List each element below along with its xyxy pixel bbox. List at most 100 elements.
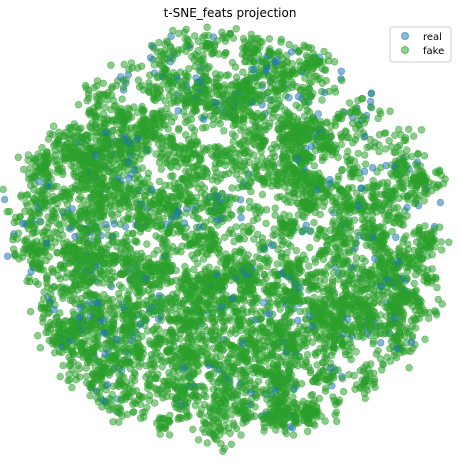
scatter-point <box>290 189 298 197</box>
scatter-point <box>108 83 117 91</box>
scatter-point <box>48 131 57 139</box>
scatter-point <box>153 374 161 383</box>
scatter-point <box>203 439 211 447</box>
scatter-point <box>152 322 161 331</box>
scatter-point <box>367 97 375 106</box>
scatter-point <box>239 310 247 318</box>
scatter-point <box>264 288 272 296</box>
scatter-point <box>152 385 160 394</box>
scatter-point <box>239 124 248 132</box>
scatter-point <box>75 364 84 373</box>
scatter-point <box>203 23 211 31</box>
scatter-point <box>239 34 248 43</box>
scatter-point <box>90 378 98 386</box>
scatter-point <box>155 177 164 186</box>
scatter-point <box>45 252 53 261</box>
scatter-point <box>101 103 109 112</box>
scatter-point <box>200 400 209 409</box>
scatter-point <box>107 61 115 69</box>
scatter-point <box>403 203 411 212</box>
scatter-point <box>161 181 169 190</box>
scatter-point <box>230 402 238 410</box>
scatter-point <box>338 166 346 175</box>
scatter-point <box>194 37 203 45</box>
scatter-point <box>420 197 428 205</box>
scatter-point <box>364 319 372 327</box>
scatter-point <box>225 314 233 322</box>
scatter-point <box>361 394 369 403</box>
scatter-point <box>370 143 379 151</box>
scatter-point <box>117 108 125 116</box>
scatter-point <box>195 66 203 75</box>
scatter-point <box>349 170 357 178</box>
scatter-point <box>43 190 51 199</box>
scatter-point <box>90 83 98 92</box>
scatter-point <box>169 54 177 63</box>
scatter-point <box>129 229 137 238</box>
scatter-point <box>374 347 382 355</box>
scatter-point <box>307 227 315 235</box>
scatter-point <box>358 263 367 271</box>
cluster-layer <box>0 23 453 455</box>
scatter-point <box>193 140 202 148</box>
scatter-point <box>322 344 330 353</box>
scatter-point <box>227 440 236 448</box>
scatter-point <box>412 199 420 208</box>
scatter-point <box>273 172 282 180</box>
scatter-point <box>408 254 417 262</box>
scatter-point <box>297 380 306 388</box>
scatter-point <box>67 123 75 132</box>
scatter-point <box>216 313 225 321</box>
scatter-point <box>377 366 386 374</box>
scatter-point <box>338 374 347 383</box>
scatter-point <box>206 370 215 378</box>
scatter-point <box>320 47 328 56</box>
scatter-point <box>361 151 369 159</box>
scatter-point <box>55 132 63 140</box>
scatter-point <box>202 240 211 248</box>
scatter-point <box>143 240 151 248</box>
scatter-point <box>332 326 340 335</box>
scatter-point <box>202 338 210 346</box>
scatter-point <box>296 307 304 316</box>
scatter-point <box>169 47 178 55</box>
scatter-point <box>366 370 374 378</box>
scatter-point <box>410 279 418 288</box>
scatter-point <box>67 356 75 364</box>
scatter-point <box>192 193 201 202</box>
scatter-point <box>68 383 76 392</box>
scatter-point <box>153 246 161 255</box>
scatter-point <box>194 436 203 444</box>
scatter-point <box>260 427 268 435</box>
scatter-point <box>360 364 368 372</box>
scatter-point <box>285 40 293 49</box>
scatter-point <box>276 305 284 313</box>
scatter-point <box>347 329 355 338</box>
scatter-point <box>271 204 279 212</box>
scatter-point <box>256 175 264 184</box>
scatter-point <box>237 214 245 222</box>
scatter-point <box>182 42 190 50</box>
scatter-point <box>154 355 163 363</box>
scatter-point <box>421 222 429 230</box>
scatter-point <box>45 219 53 227</box>
scatter-point <box>71 300 79 308</box>
scatter-point <box>166 134 175 143</box>
scatter-point <box>200 164 208 172</box>
scatter-point <box>253 214 262 223</box>
scatter-point <box>301 158 310 167</box>
scatter-point <box>82 372 91 380</box>
scatter-point <box>100 162 109 170</box>
scatter-point <box>202 173 211 181</box>
scatter-point <box>357 322 366 331</box>
scatter-point <box>37 218 45 226</box>
scatter-point <box>98 375 106 383</box>
scatter-point <box>216 174 225 183</box>
scatter-point <box>240 158 249 166</box>
scatter-point <box>387 206 395 214</box>
scatter-point <box>26 307 35 316</box>
scatter-point <box>330 336 338 344</box>
scatter-point <box>188 251 196 260</box>
scatter-point <box>135 362 144 371</box>
